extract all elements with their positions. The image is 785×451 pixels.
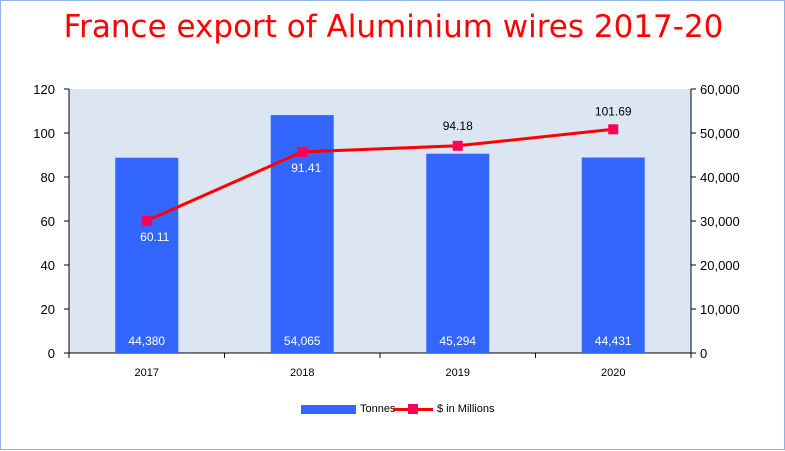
line-point-marker [452,140,463,151]
bar-tonnes [581,157,645,353]
y-left-tick-label: 100 [33,126,55,141]
bar-tonnes [115,157,179,353]
y-right-tick-label: 10,000 [700,302,740,317]
y-left-tick-label: 40 [41,258,55,273]
legend-item-usd-millions: $ in Millions [393,403,494,415]
line-data-label: 60.11 [140,230,169,244]
y-left-tick-label: 80 [41,170,55,185]
legend-item-tonnes: Tonnes [301,403,395,415]
x-tick-label: 2019 [446,367,470,379]
bar-data-label: 44,380 [128,334,165,348]
y-right-tick-label: 50,000 [700,126,740,141]
y-right-tick-label: 0 [700,346,707,361]
line-data-label: 91.41 [291,161,321,175]
legend-swatch-tonnes [301,404,356,414]
legend: Tonnes $ in Millions [1,403,785,419]
legend-label-tonnes: Tonnes [360,403,396,415]
y-right-tick-label: 20,000 [700,258,740,273]
bar-data-label: 45,294 [439,334,476,348]
y-left-tick-label: 120 [33,82,55,97]
x-tick-label: 2018 [290,367,314,379]
line-point-marker [608,124,619,135]
bar-data-label: 44,431 [595,334,632,348]
line-data-label: 101.69 [595,104,632,118]
line-point-marker [141,215,152,226]
y-left-tick-label: 20 [41,302,55,317]
legend-swatch-usd-millions [393,403,433,415]
x-tick-label: 2017 [135,367,159,379]
bar-tonnes [426,153,490,353]
y-left-tick-label: 0 [48,346,55,361]
legend-label-usd-millions: $ in Millions [437,403,495,415]
y-left-tick-label: 60 [41,214,55,229]
line-usd-millions [146,127,614,223]
x-tick-label: 2020 [601,367,625,379]
y-right-tick-label: 60,000 [700,82,740,97]
y-right-tick-label: 40,000 [700,170,740,185]
chart-title: France export of Aluminium wires 2017-20 [63,9,724,45]
line-point-marker [297,146,308,157]
bar-data-label: 54,065 [284,334,321,348]
line-data-label: 94.18 [443,119,473,133]
y-right-tick-label: 30,000 [700,214,740,229]
